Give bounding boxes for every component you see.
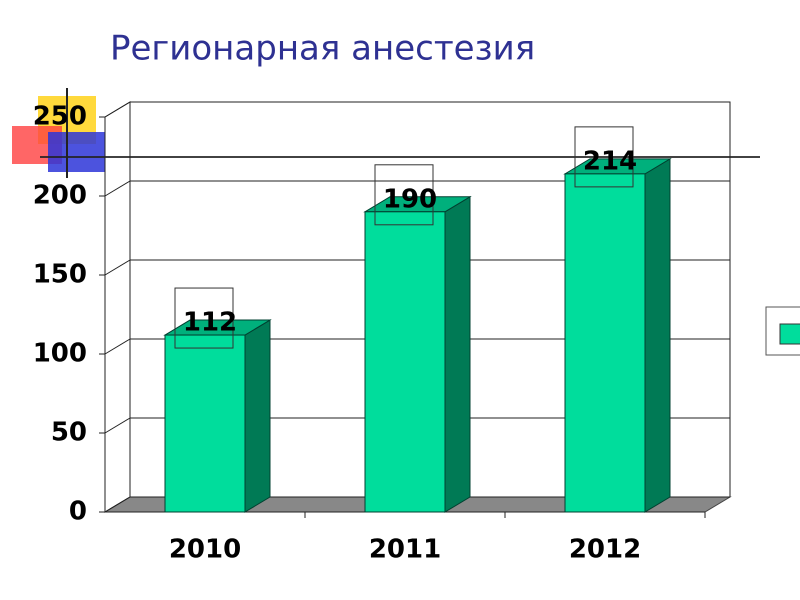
y-tick-label: 0 bbox=[69, 497, 87, 527]
x-tick-label: 2011 bbox=[369, 535, 441, 565]
y-tick-label: 50 bbox=[51, 418, 87, 448]
value-label: 214 bbox=[583, 146, 637, 176]
bar bbox=[564, 173, 646, 513]
grid-line-side bbox=[104, 259, 131, 276]
bar bbox=[364, 211, 446, 513]
value-label: 112 bbox=[183, 308, 237, 338]
y-tick-label: 200 bbox=[33, 181, 87, 211]
grid-line-side bbox=[104, 496, 131, 513]
grid-line-side bbox=[104, 180, 131, 197]
value-label-box bbox=[374, 164, 434, 226]
slide-title: Регионарная анестезия bbox=[110, 29, 535, 69]
ornament bbox=[48, 132, 106, 172]
value-label-box bbox=[574, 126, 634, 188]
x-tick-label: 2012 bbox=[569, 535, 641, 565]
value-label: 190 bbox=[383, 184, 437, 214]
x-tick-label: 2010 bbox=[169, 535, 241, 565]
grid-line-side bbox=[104, 101, 131, 118]
grid-line-side bbox=[104, 417, 131, 434]
bar bbox=[164, 334, 246, 513]
bar-side bbox=[444, 195, 471, 513]
bar-side bbox=[244, 319, 271, 513]
grid-line-side bbox=[104, 338, 131, 355]
y-tick-label: 100 bbox=[33, 339, 87, 369]
legend-swatch bbox=[779, 323, 800, 345]
bar-side bbox=[644, 157, 671, 513]
y-tick-label: 150 bbox=[33, 260, 87, 290]
y-tick-label: 250 bbox=[33, 102, 87, 132]
value-label-box bbox=[174, 287, 234, 349]
side-wall bbox=[104, 101, 131, 513]
